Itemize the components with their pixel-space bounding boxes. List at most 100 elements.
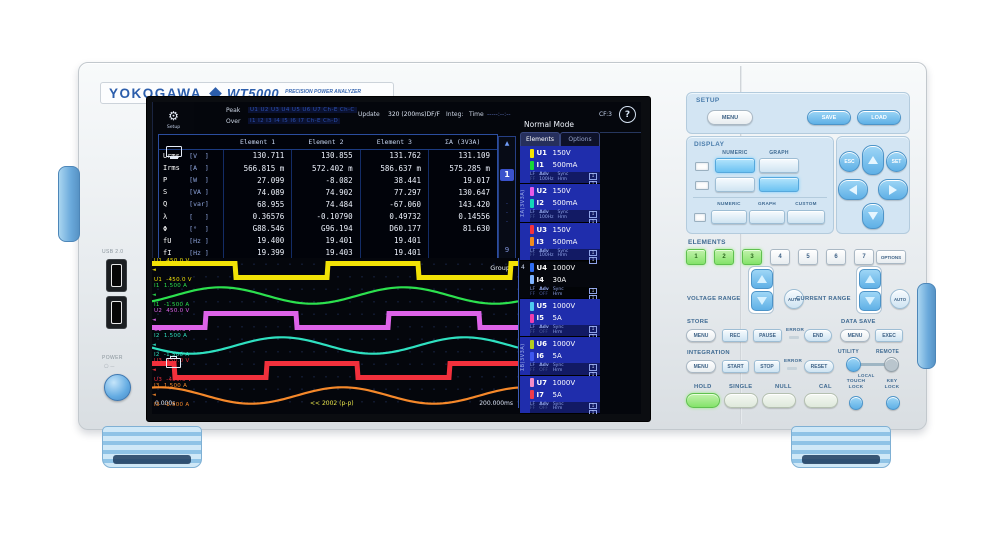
graph-button-2[interactable] [759,177,799,192]
arrow-up-button[interactable] [862,145,884,175]
voltage-name: U2 [536,187,548,196]
left-handle[interactable] [58,166,80,242]
cal-label: CAL [819,384,832,390]
table-row: Irms [A ] 566.815 m 572.402 m 586.637 m 575.2… [159,161,497,175]
element-item-7[interactable]: U7 1000V I7 5A LF FF Adv OFF Sync Hrm 1 1 [520,375,600,414]
lf-flag: LF [530,248,536,254]
utility-button[interactable] [846,357,861,372]
datasave-menu-button[interactable]: MENU [840,329,870,342]
measurement-value [428,246,497,259]
key-lock-button[interactable] [886,396,900,410]
time-value: -----:--:-- [487,111,511,118]
cal-button[interactable] [804,393,838,408]
unit-label: [V ] [189,151,209,160]
element-sub-settings: LF FF Adv OFF Sync Hrm 1 1 [530,325,600,341]
store-pause-button[interactable]: PAUSE [753,329,782,342]
element-button-5[interactable]: 5 [798,249,818,265]
tab-elements[interactable]: Elements [520,132,560,146]
lcd-screen[interactable]: Peak Over U1 U2 U3 U4 U5 U6 U7 Ch-E Ch-C… [152,102,641,414]
measurement-value: 572.402 m [291,161,361,175]
measurement-value: D60.177 [359,222,429,235]
integration-menu-button[interactable]: MENU [686,360,716,373]
element-item-5[interactable]: U5 1000V I5 5A LF FF Adv OFF Sync Hrm 1 1 [520,299,600,341]
line-filter-flags: LF FF [530,286,536,298]
voltage-range-up-button[interactable] [751,269,773,289]
usb-port-2[interactable] [106,296,127,329]
null-button[interactable] [762,393,796,408]
screen-menu-gear[interactable]: ⚙ Setup [153,102,194,137]
numeric-button-1[interactable] [715,158,755,173]
current-range-down-button[interactable] [859,291,881,311]
element-button-2[interactable]: 2 [714,249,734,265]
element-button-1[interactable]: 1 [686,249,706,265]
arrow-down-button[interactable] [862,203,884,229]
right-handle[interactable] [917,283,936,369]
function-name: Urms [163,151,180,160]
tab-options[interactable]: Options [560,132,600,146]
elements-tabs: Elements Options [520,132,600,146]
custom-button[interactable] [787,210,825,224]
arrow-left-button[interactable] [838,179,868,200]
sync-source-u: 1 [589,326,597,333]
voltage-auto-button[interactable]: AUTO [784,289,804,309]
page-scrollbar[interactable]: ▲ 1 ··· 9 ▼ [498,136,516,286]
elements-title: ELEMENTS [688,239,726,246]
adv-setting: Adv OFF [539,325,549,336]
setup-menu-button[interactable]: MENU [707,110,753,125]
integration-stop-button[interactable]: STOP [754,360,780,373]
voltage-range-down-button[interactable] [751,291,773,311]
numeric-button-3[interactable] [711,210,747,224]
single-button[interactable] [724,393,758,408]
measurement-value: 0.49732 [359,210,429,223]
table-row: fU [Hz ] 19.400 19.401 19.401 [159,234,497,247]
hold-button[interactable] [686,393,720,408]
element-sub-settings: LF FF Adv OFF Sync Hrm 1 1 [530,286,600,302]
store-end-button[interactable]: END [804,329,832,342]
usb-port-1[interactable] [106,259,127,292]
set-button[interactable]: SET [886,151,907,172]
esc-button[interactable]: ESC [839,151,860,172]
element-button-3[interactable]: 3 [742,249,762,265]
hrm-label: Hrm [552,368,563,374]
integration-start-button[interactable]: START [722,360,749,373]
lf-flag: LF [530,210,536,216]
numeric-button-2[interactable] [715,177,755,192]
element-button-7[interactable]: 7 [854,249,874,265]
graph-button-1[interactable] [759,158,799,173]
store-error-led [789,336,799,339]
options-button[interactable]: OPTIONS [876,250,906,264]
adv-label: Adv [539,210,549,216]
mode-header: Normal Mode CF:3 ? [520,102,641,133]
integration-reset-button[interactable]: RESET [804,360,834,373]
page-up-icon[interactable]: ▲ [504,140,510,147]
element-button-4[interactable]: 4 [770,249,790,265]
current-auto-button[interactable]: AUTO [890,289,910,309]
store-menu-button[interactable]: MENU [686,329,716,342]
arrow-right-button[interactable] [878,179,908,200]
element-item-2[interactable]: U2 150V I2 500mA LF FF Adv 100Hz Sync Hrm 1 1 [520,184,600,226]
help-icon[interactable]: ? [619,106,636,123]
element-item-6[interactable]: U6 1000V I6 5A LF FF Adv OFF Sync Hrm 1 1 [520,337,600,379]
voltage-color-chip [530,186,534,196]
current-range-up-button[interactable] [859,269,881,289]
graph-button-3[interactable] [749,210,785,224]
save-button[interactable]: SAVE [807,110,851,125]
element-button-6[interactable]: 6 [826,249,846,265]
current-range-label: CURRENT RANGE [796,296,851,302]
function-name: S [163,188,168,197]
remote-button[interactable] [884,357,899,372]
power-button[interactable] [104,374,131,401]
touch-lock-button[interactable] [849,396,863,410]
voltage-row: U3 150V [530,224,600,236]
right-foot [791,426,891,468]
element-item-1[interactable]: U1 150V I1 500mA LF FF Adv 100Hz Sync Hrm 1 1 [520,146,600,188]
element-item-3[interactable]: U3 150V I3 500mA LF FF Adv 100Hz Sync Hrm 1 1 [520,222,600,264]
measurement-value: 77.297 [359,186,429,199]
lf-flag: LF [530,286,536,292]
datasave-exec-button[interactable]: EXEC [875,329,903,342]
load-button[interactable]: LOAD [857,110,901,125]
usb-slot-icon [111,301,122,324]
element-item-4[interactable]: U4 1000V I4 30A LF FF Adv OFF Sync Hrm 1 1 [520,261,600,302]
voltage-color-chip [530,378,534,388]
store-rec-button[interactable]: REC [722,329,748,342]
